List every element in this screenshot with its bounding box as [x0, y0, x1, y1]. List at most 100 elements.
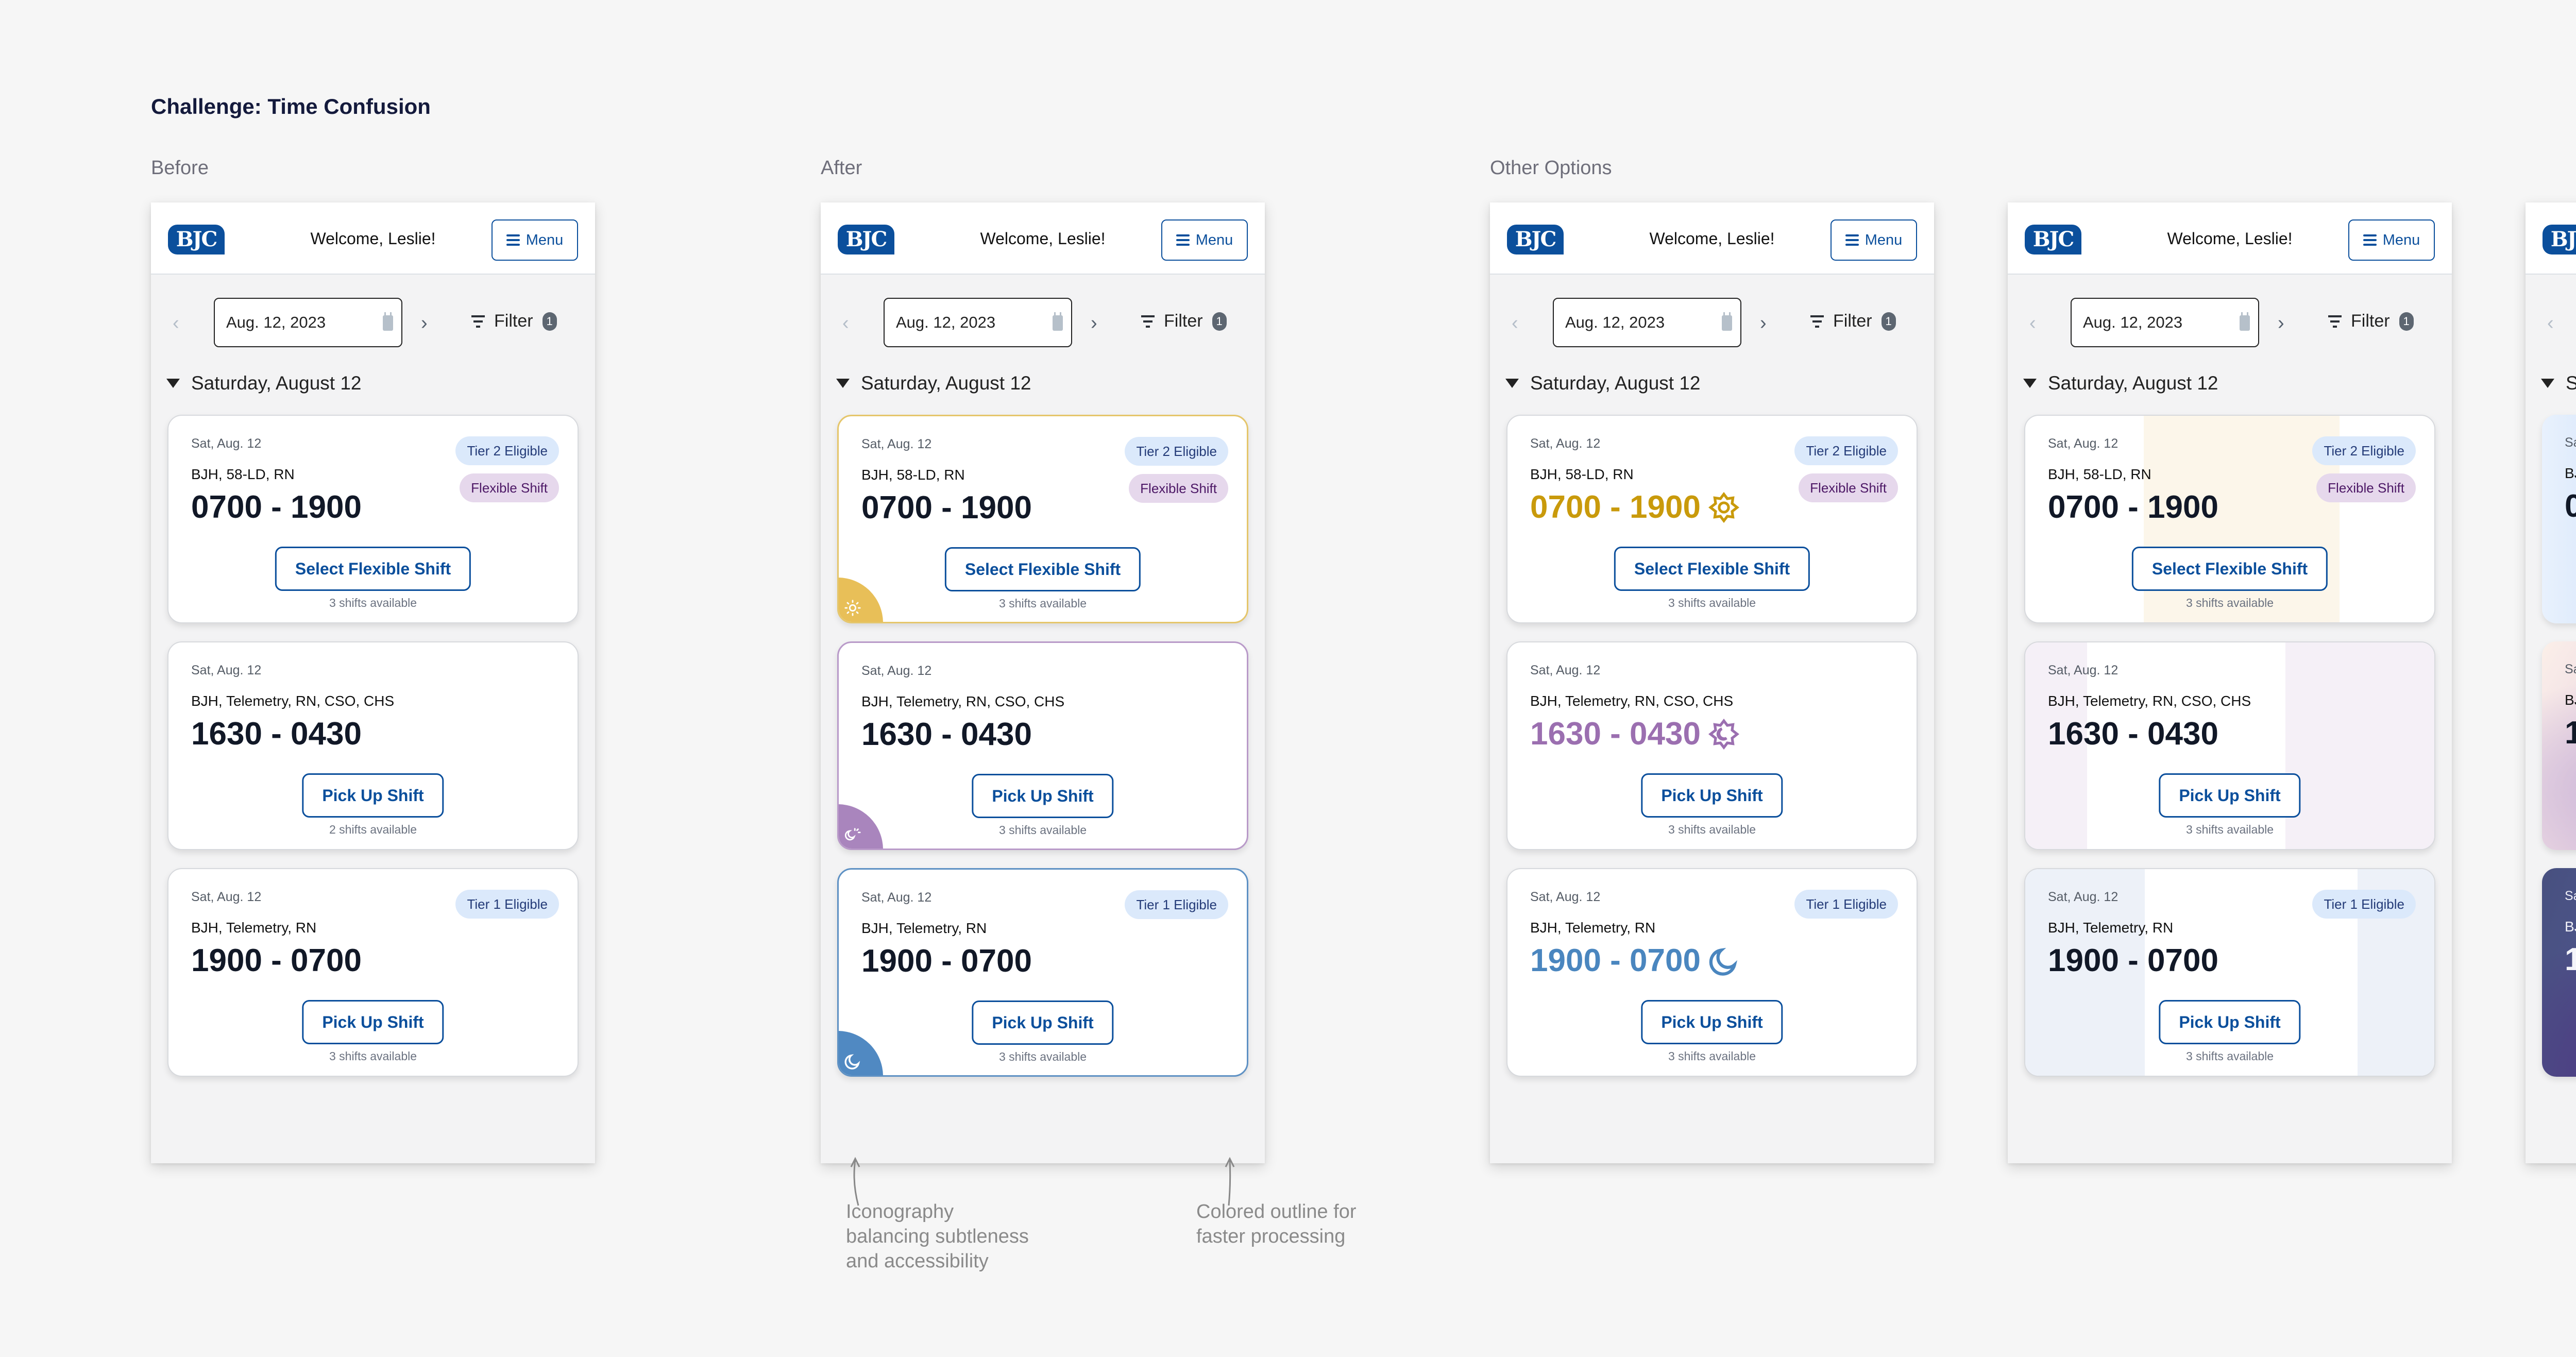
- day-group-toggle[interactable]: Saturday, August 12: [2023, 372, 2218, 394]
- shifts-available: 3 shifts available: [2185, 823, 2274, 836]
- shift-location: BJH, Telemetry, RN: [2565, 919, 2576, 935]
- section-label-other-options: Other Options: [1490, 157, 1612, 179]
- shifts-available: 3 shifts available: [2542, 595, 2576, 609]
- chevron-right-icon[interactable]: ›: [421, 312, 428, 334]
- menu-button[interactable]: Menu: [492, 219, 578, 261]
- filter-button[interactable]: Filter 1: [471, 311, 557, 331]
- calendar-icon[interactable]: [383, 312, 393, 331]
- app-header: BJC Welcome, Leslie! Menu: [2008, 202, 2452, 275]
- shift-action-button[interactable]: Pick Up Shift: [2159, 773, 2301, 818]
- menu-button[interactable]: Menu: [1831, 219, 1917, 261]
- app-header: BJC Welcome, Leslie! Menu: [2526, 202, 2576, 275]
- filter-button[interactable]: Filter 1: [1141, 311, 1227, 331]
- moon-icon: [839, 1031, 883, 1075]
- calendar-icon[interactable]: [2240, 312, 2250, 331]
- phone-mockup-option-time-bands: BJC Welcome, Leslie! Menu ‹ Aug. 12, 202…: [2008, 202, 2452, 1163]
- shift-card[interactable]: Sat, Aug. 12 BJH, 58-LD, RN 0700 - 1900 …: [2542, 415, 2576, 623]
- shift-action-button[interactable]: Pick Up Shift: [2159, 1000, 2301, 1044]
- shift-card[interactable]: Sat, Aug. 12 BJH, Telemetry, RN, CSO, CH…: [1506, 641, 1918, 850]
- shift-action-button[interactable]: Select Flexible Shift: [2131, 547, 2328, 591]
- shift-action-button[interactable]: Pick Up Shift: [972, 774, 1114, 818]
- shift-action-button[interactable]: Pick Up Shift: [1641, 1000, 1783, 1044]
- shift-action-button[interactable]: Select Flexible Shift: [1614, 547, 1810, 591]
- shift-date: Sat, Aug. 12: [2565, 435, 2576, 450]
- date-input[interactable]: Aug. 12, 2023: [884, 298, 1072, 347]
- day-group-toggle[interactable]: Saturday, August 12: [2541, 372, 2576, 394]
- shift-location: BJH, Telemetry, RN: [1530, 920, 1656, 936]
- shift-action-button[interactable]: Pick Up Shift: [1641, 773, 1783, 818]
- shift-time: 0700 - 1900: [2048, 489, 2218, 525]
- bjc-logo[interactable]: BJC: [2025, 225, 2081, 255]
- app-header: BJC Welcome, Leslie! Menu: [151, 202, 595, 275]
- shift-date: Sat, Aug. 12: [1530, 890, 1601, 904]
- filter-button[interactable]: Filter 1: [1810, 311, 1896, 331]
- calendar-icon[interactable]: [1053, 312, 1063, 331]
- date-input[interactable]: Aug. 12, 2023: [2071, 298, 2259, 347]
- day-group-toggle[interactable]: Saturday, August 12: [166, 372, 362, 394]
- annotation-arrow-icon: [850, 1157, 860, 1206]
- calendar-icon[interactable]: [1722, 312, 1732, 331]
- menu-button[interactable]: Menu: [1161, 219, 1248, 261]
- bjc-logo[interactable]: BJC: [2543, 225, 2576, 255]
- shift-card[interactable]: Sat, Aug. 12 BJH, Telemetry, RN 1900 - 0…: [1506, 868, 1918, 1077]
- shifts-available: 3 shifts available: [2185, 1049, 2274, 1063]
- shift-location: BJH, Telemetry, RN, CSO, CHS: [2048, 693, 2251, 709]
- chevron-right-icon[interactable]: ›: [2278, 312, 2284, 334]
- sun-badge-icon: [1708, 491, 1740, 523]
- annotation-colored-outline: Colored outline for faster processing: [1196, 1201, 1357, 1247]
- date-toolbar: ‹ Aug. 12, 2023 › Filter 1: [151, 298, 595, 349]
- filter-count-badge: 1: [2399, 312, 2414, 331]
- day-group-toggle[interactable]: Saturday, August 12: [836, 372, 1031, 394]
- bjc-logo[interactable]: BJC: [1507, 225, 1564, 255]
- tier-eligible-tag: Tier 2 Eligible: [1125, 437, 1228, 466]
- shift-card[interactable]: Sat, Aug. 12 BJH, Telemetry, RN 1900 - 0…: [837, 868, 1248, 1077]
- welcome-text: Welcome, Leslie!: [1649, 229, 1775, 248]
- shift-location: BJH, Telemetry, RN: [2048, 920, 2174, 936]
- caret-down-icon: [2023, 379, 2037, 388]
- section-label-before: Before: [151, 157, 209, 179]
- chevron-left-icon[interactable]: ‹: [2029, 312, 2036, 334]
- shift-card[interactable]: Sat, Aug. 12 BJH, Telemetry, RN, CSO, CH…: [167, 641, 579, 850]
- shift-card[interactable]: Sat, Aug. 12 BJH, Telemetry, RN 1900 - 0…: [2542, 868, 2576, 1077]
- chevron-right-icon[interactable]: ›: [1091, 312, 1097, 334]
- shift-card[interactable]: Sat, Aug. 12 BJH, Telemetry, RN, CSO, CH…: [2024, 641, 2435, 850]
- bjc-logo[interactable]: BJC: [838, 225, 894, 255]
- shift-action-button[interactable]: Select Flexible Shift: [275, 547, 471, 591]
- shift-card[interactable]: Sat, Aug. 12 BJH, Telemetry, RN, CSO, CH…: [837, 641, 1248, 850]
- shift-card[interactable]: Sat, Aug. 12 BJH, 58-LD, RN 0700 - 1900 …: [837, 415, 1248, 623]
- filter-count-badge: 1: [1881, 312, 1896, 331]
- shift-action-button[interactable]: Pick Up Shift: [302, 1000, 444, 1044]
- chevron-left-icon[interactable]: ‹: [1512, 312, 1518, 334]
- shift-action-button[interactable]: Select Flexible Shift: [944, 547, 1141, 591]
- shift-action-button[interactable]: Pick Up Shift: [972, 1000, 1114, 1045]
- shift-card[interactable]: Sat, Aug. 12 BJH, 58-LD, RN 0700 - 1900 …: [1506, 415, 1918, 623]
- chevron-left-icon[interactable]: ‹: [173, 312, 179, 334]
- date-input[interactable]: Aug. 12, 2023: [214, 298, 402, 347]
- menu-label: Menu: [1195, 231, 1233, 248]
- chevron-left-icon[interactable]: ‹: [842, 312, 849, 334]
- shift-time: 1900 - 0700: [1530, 942, 1740, 979]
- shift-location: BJH, Telemetry, RN, CSO, CHS: [861, 693, 1065, 709]
- shift-date: Sat, Aug. 12: [861, 437, 932, 451]
- shift-card[interactable]: Sat, Aug. 12 BJH, Telemetry, RN 1900 - 0…: [2024, 868, 2435, 1077]
- bjc-logo[interactable]: BJC: [168, 225, 225, 255]
- filter-count-badge: 1: [542, 312, 557, 331]
- chevron-left-icon[interactable]: ‹: [2547, 312, 2554, 334]
- shift-card[interactable]: Sat, Aug. 12 BJH, Telemetry, RN 1900 - 0…: [167, 868, 579, 1077]
- flexible-shift-tag: Flexible Shift: [1129, 474, 1228, 503]
- shift-location: BJH, Telemetry, RN, CSO, CHS: [2565, 692, 2576, 708]
- date-input[interactable]: Aug. 12, 2023: [1553, 298, 1741, 347]
- chevron-right-icon[interactable]: ›: [1760, 312, 1767, 334]
- shift-date: Sat, Aug. 12: [861, 664, 932, 678]
- day-group-toggle[interactable]: Saturday, August 12: [1505, 372, 1701, 394]
- shift-action-button[interactable]: Pick Up Shift: [302, 773, 444, 818]
- tier-eligible-tag: Tier 1 Eligible: [455, 890, 559, 919]
- caret-down-icon: [836, 379, 850, 388]
- shift-location: BJH, Telemetry, RN, CSO, CHS: [1530, 693, 1734, 709]
- shift-card[interactable]: Sat, Aug. 12 BJH, 58-LD, RN 0700 - 1900 …: [2024, 415, 2435, 623]
- menu-button[interactable]: Menu: [2348, 219, 2435, 261]
- day-header-label: Saturday, August 12: [2048, 372, 2218, 394]
- shift-card[interactable]: Sat, Aug. 12 BJH, Telemetry, RN, CSO, CH…: [2542, 641, 2576, 850]
- filter-button[interactable]: Filter 1: [2328, 311, 2414, 331]
- shift-card[interactable]: Sat, Aug. 12 BJH, 58-LD, RN 0700 - 1900 …: [167, 415, 579, 623]
